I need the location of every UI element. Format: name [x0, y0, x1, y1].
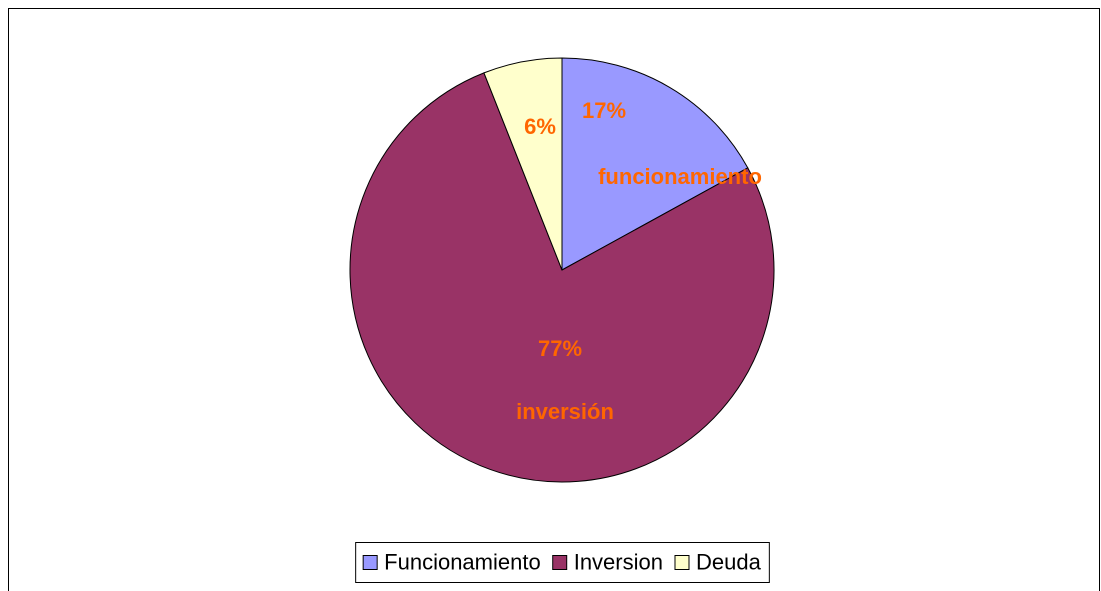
legend-label: Funcionamiento	[384, 549, 541, 574]
legend-label: Inversion	[574, 549, 663, 574]
data-label: 6%	[524, 114, 556, 139]
legend-swatch	[362, 555, 378, 570]
legend-swatch	[674, 555, 690, 570]
pie-slice	[349, 72, 775, 483]
data-label: 77%	[538, 336, 582, 361]
chart-frame	[8, 8, 1100, 591]
data-label: 17%	[582, 98, 626, 123]
annotation: inversión	[516, 399, 614, 424]
legend: Funcionamiento Inversion Deuda	[355, 542, 770, 583]
labels: 17% 77% 6% funcionamiento inversión	[516, 98, 762, 424]
legend-label: Deuda	[696, 549, 762, 574]
annotation: funcionamiento	[598, 164, 762, 189]
legend-swatch	[552, 555, 568, 570]
pie	[349, 57, 775, 483]
pie-slice	[483, 57, 563, 271]
pie-slice	[561, 57, 749, 271]
